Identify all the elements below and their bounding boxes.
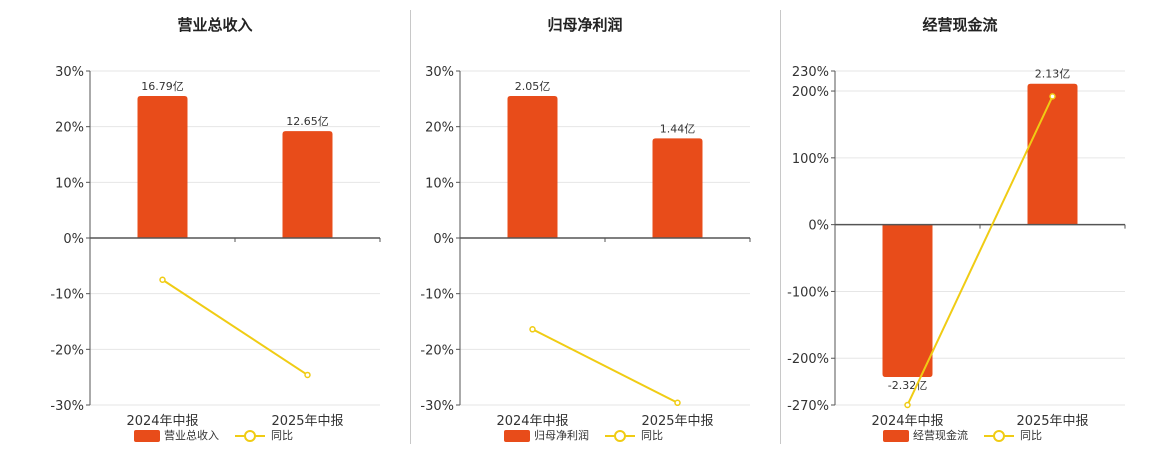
y-tick-label: 20% [425, 121, 454, 136]
revenue-chart-panel: 营业总收入 30% 20% 10% 0% -10% -20% -30% 16.79亿 12.65… [30, 0, 400, 450]
bar [282, 131, 333, 238]
panel-divider [780, 10, 781, 444]
chart-legend: 归母净利润 同比 [400, 427, 770, 445]
legend-line-marker [244, 430, 256, 442]
legend-bar-swatch [883, 430, 909, 442]
yoy-point [159, 276, 166, 283]
chart-title: 营业总收入 [177, 16, 253, 34]
y-tick-label: -10% [420, 288, 454, 303]
x-tick-label: 2025年中报 [641, 414, 713, 429]
y-tick-label: 0% [808, 219, 829, 234]
y-tick-label: 20% [55, 121, 84, 136]
legend-line-marker [993, 430, 1005, 442]
bar-data-label: 1.44亿 [660, 122, 696, 135]
y-tick-label: -30% [50, 399, 84, 414]
bar-data-label: 12.65亿 [286, 115, 329, 128]
yoy-point [529, 326, 536, 333]
chart-title: 经营现金流 [922, 16, 998, 34]
legend-bar-swatch [134, 430, 160, 442]
y-tick-label: -30% [420, 399, 454, 414]
cash-flow-chart: 230% 200% 100% 0% -100% -200% -270% -2.32亿 2.13亿… [787, 65, 1126, 429]
bar [1027, 83, 1078, 225]
bar-data-label: 2.13亿 [1035, 68, 1071, 81]
y-tick-label: -200% [787, 352, 829, 367]
y-tick-label: 0% [63, 232, 84, 247]
bar-data-label: -2.32亿 [888, 379, 927, 392]
bar-data-label: 2.05亿 [515, 80, 551, 93]
x-tick-label: 2024年中报 [871, 414, 943, 429]
y-tick-label: -270% [787, 399, 829, 414]
legend-bar-label: 归母净利润 [534, 429, 589, 442]
x-tick-label: 2024年中报 [496, 414, 568, 429]
y-tick-label: 200% [792, 85, 829, 100]
x-tick-label: 2024年中报 [126, 414, 198, 429]
cash-flow-chart-panel: 经营现金流 230% 200% 100% 0% -100% -200% -270% -2.32… [775, 0, 1145, 450]
legend-bar-swatch [504, 430, 530, 442]
y-tick-label: -20% [420, 343, 454, 358]
y-tick-label: 230% [792, 65, 829, 80]
bar [137, 96, 188, 238]
chart-legend: 营业总收入 同比 [30, 427, 400, 445]
legend-bar-label: 经营现金流 [913, 429, 968, 442]
y-tick-label: -100% [787, 285, 829, 300]
y-tick-label: 30% [55, 65, 84, 80]
revenue-chart: 30% 20% 10% 0% -10% -20% -30% 16.79亿 12.65亿 2024年… [50, 65, 381, 429]
y-tick-label: -10% [50, 288, 84, 303]
panel-divider [410, 10, 411, 444]
yoy-line [906, 95, 1054, 406]
yoy-point [1049, 93, 1056, 100]
x-tick-label: 2025年中报 [1016, 414, 1088, 429]
y-tick-label: 10% [55, 176, 84, 191]
net-profit-chart-panel: 归母净利润 30% 20% 10% 0% -10% -20% -30% 2.05亿 1.44亿 2… [400, 0, 770, 450]
yoy-line [532, 328, 678, 404]
yoy-point [304, 371, 311, 379]
legend-line-label: 同比 [1020, 429, 1042, 442]
y-tick-label: 30% [425, 65, 454, 80]
yoy-point [674, 399, 681, 407]
y-tick-label: -20% [50, 343, 84, 358]
chart-legend: 经营现金流 同比 [775, 427, 1145, 445]
y-tick-label: 100% [792, 152, 829, 167]
bar [507, 96, 558, 238]
bar-data-label: 16.79亿 [141, 80, 184, 93]
legend-bar-label: 营业总收入 [164, 429, 219, 442]
legend-line-marker [614, 430, 626, 442]
y-tick-label: 0% [433, 232, 454, 247]
legend-line-label: 同比 [641, 429, 663, 442]
bar [652, 138, 703, 238]
yoy-point [904, 401, 911, 409]
chart-title: 归母净利润 [547, 16, 623, 34]
yoy-line [161, 278, 309, 376]
bar [882, 224, 933, 377]
y-tick-label: 10% [425, 176, 454, 191]
net-profit-chart: 30% 20% 10% 0% -10% -20% -30% 2.05亿 1.44亿 2024年中报… [420, 65, 751, 429]
legend-line-label: 同比 [271, 429, 293, 442]
x-tick-label: 2025年中报 [271, 414, 343, 429]
